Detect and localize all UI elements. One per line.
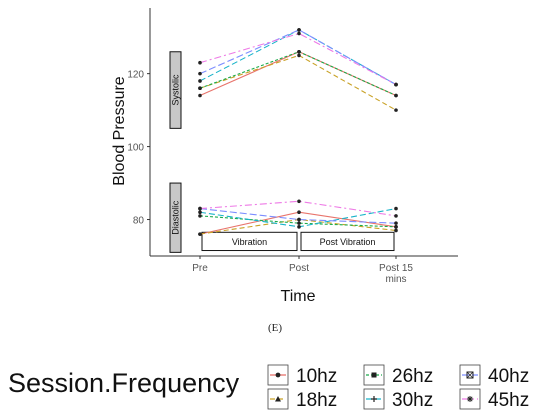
legend-label: 40hz: [488, 366, 529, 387]
figure-caption: (E): [267, 322, 283, 334]
systolic-line-30hz: [199, 29, 397, 86]
systolic-point-18hz: [297, 53, 301, 58]
legend-item-18hz: 18hz: [267, 388, 337, 411]
strip-box: [169, 51, 182, 129]
diastolic-point-26hz: [297, 221, 301, 225]
x-tick-label: Post: [289, 263, 309, 274]
diastolic-point-18hz: [394, 228, 398, 233]
systolic-point-45hz: [198, 60, 202, 65]
x-tick-label: Post 15: [379, 263, 413, 274]
y-axis-label: Blood Pressure: [111, 76, 128, 185]
systolic-point-45hz: [394, 82, 398, 87]
x-tick-label: mins: [385, 274, 406, 285]
phase-box: [201, 231, 298, 252]
systolic-line-40hz: [199, 29, 397, 86]
boxx-marker-icon: [466, 371, 474, 379]
diastolic-line-45hz: [199, 200, 397, 217]
systolic-point-18hz: [394, 108, 398, 112]
systolic-line-10hz: [199, 51, 397, 97]
diastolic-point-26hz: [198, 214, 202, 218]
systolic-point-26hz: [198, 86, 202, 91]
systolic-point-45hz: [297, 31, 301, 36]
strip-labels: Systolic Diastolic: [169, 51, 182, 253]
legend-item-26hz: 26hz: [363, 364, 433, 387]
diastolic-line-26hz: [199, 215, 397, 228]
legend-label: 10hz: [296, 366, 337, 387]
diastolic-point-40hz: [394, 221, 398, 225]
y-tick-label: 80: [133, 216, 145, 227]
systolic-point-10hz: [198, 93, 202, 98]
diastolic-point-18hz: [198, 232, 202, 236]
strip-label: Diastolic: [171, 200, 181, 235]
diastolic-point-45hz: [198, 206, 202, 211]
strip-box: [169, 182, 182, 253]
systolic-point-40hz: [297, 28, 301, 32]
systolic-point-40hz: [198, 71, 202, 76]
legend-label: 18hz: [296, 390, 337, 411]
legend-label: 26hz: [392, 366, 433, 387]
asterisk-marker-icon: [467, 396, 473, 402]
boxx-marker-icon: [466, 371, 474, 379]
y-tick-label: 100: [127, 143, 144, 154]
legend-item-10hz: 10hz: [267, 364, 337, 387]
diastolic-line-40hz: [199, 208, 397, 224]
phase-box: [300, 231, 395, 252]
systolic-line-26hz: [199, 51, 397, 97]
strip-label: Systolic: [171, 74, 181, 106]
phase-bands: Vibration Post Vibration: [201, 231, 395, 252]
y-tick-label: 120: [127, 70, 144, 81]
x-tick-label: Pre: [192, 263, 208, 274]
legend-label: 45hz: [488, 390, 529, 411]
square-marker-icon: [371, 372, 377, 378]
systolic-line-45hz: [199, 32, 397, 86]
diastolic-point-30hz: [198, 210, 202, 215]
plot-axes: [149, 8, 458, 257]
phase-label: Post Vibration: [320, 237, 376, 247]
diastolic-point-10hz: [297, 210, 301, 215]
diastolic-point-30hz: [394, 206, 398, 211]
legend-item-45hz: 45hz: [459, 388, 529, 411]
legend-keys: 10hz 18hz 26hz 30hz 40hz 45hz: [267, 364, 529, 411]
diastolic-point-40hz: [297, 217, 301, 222]
legend-label: 30hz: [392, 390, 433, 411]
diastolic-point-45hz: [297, 199, 301, 204]
diastolic-point-45hz: [394, 214, 398, 218]
legend-title: Session.Frequency: [8, 368, 240, 398]
systolic-point-26hz: [297, 49, 301, 54]
diastolic-point-26hz: [394, 225, 398, 229]
triangle-marker-icon: [275, 396, 281, 402]
series-group: [198, 28, 398, 236]
x-axis-label: Time: [281, 288, 316, 305]
legend-item-30hz: 30hz: [363, 388, 433, 411]
legend-item-40hz: 40hz: [459, 364, 529, 387]
diastolic-point-30hz: [297, 225, 301, 229]
systolic-point-26hz: [394, 93, 398, 98]
circle-marker-icon: [275, 372, 281, 378]
phase-label: Vibration: [232, 237, 267, 247]
systolic-point-30hz: [198, 79, 202, 83]
